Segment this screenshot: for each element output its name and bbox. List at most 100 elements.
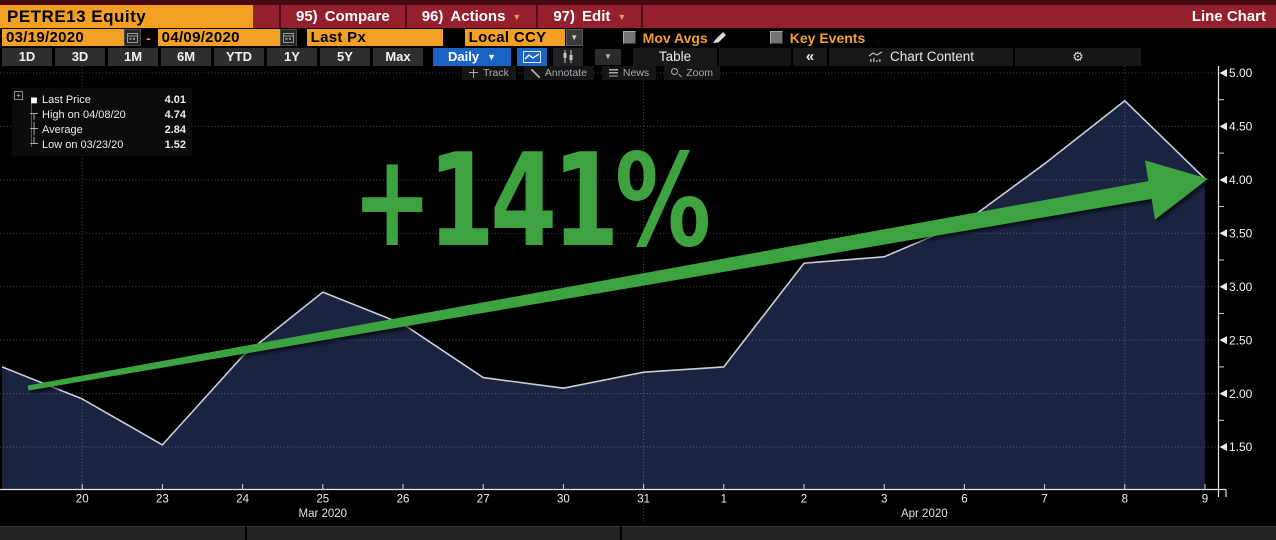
mov-avgs-label[interactable]: Mov Avgs: [642, 29, 708, 46]
legend-row-low[interactable]: ┴ Low on 03/23/20 1.52: [18, 137, 186, 152]
chevron-down-icon: ▼: [487, 51, 496, 62]
svg-text:1: 1: [721, 494, 727, 506]
menu-number: 95): [296, 8, 318, 25]
period-tab-1m[interactable]: 1M: [108, 47, 158, 66]
chart-content-button[interactable]: Chart Content: [829, 47, 1013, 66]
legend-row-high[interactable]: ┬ High on 04/08/20 4.74: [18, 107, 186, 122]
date-to-field[interactable]: 04/09/2020: [157, 29, 280, 46]
chart-settings-panel[interactable]: ⚙: [1015, 47, 1141, 66]
period-tab-6m[interactable]: 6M: [161, 47, 211, 66]
menu-label: Actions: [450, 8, 506, 25]
calendar-icon: [282, 33, 294, 43]
line-chart-type-button[interactable]: [517, 47, 547, 66]
currency-selector[interactable]: Local CCY: [464, 29, 565, 46]
legend-expand-button[interactable]: +: [14, 91, 23, 100]
price-field-selector[interactable]: Last Px: [306, 29, 443, 46]
svg-text:5.00: 5.00: [1229, 66, 1253, 80]
legend-value: 1.52: [164, 138, 186, 151]
zoom-label: Zoom: [686, 67, 714, 79]
svg-text:25: 25: [316, 494, 329, 506]
toolbar-spacer: [719, 47, 791, 66]
svg-text:2.50: 2.50: [1229, 333, 1253, 347]
svg-text:20: 20: [76, 494, 89, 506]
clipped-header-strip: [0, 0, 1276, 5]
menu-bar: 95) Compare 96) Actions ▼ 97) Edit ▼ Lin…: [253, 5, 1276, 28]
date-from-field[interactable]: 03/19/2020: [2, 29, 124, 46]
mov-avgs-checkbox[interactable]: [622, 31, 636, 44]
news-button[interactable]: News: [601, 66, 657, 80]
average-marker-icon: ┼: [30, 123, 38, 135]
title-bar: PETRE13 Equity 95) Compare 96) Actions ▼…: [0, 5, 1276, 28]
zoom-button[interactable]: Zoom: [664, 66, 721, 80]
svg-text:23: 23: [156, 494, 169, 506]
currency-dropdown-button[interactable]: ▼: [565, 29, 583, 46]
security-field[interactable]: PETRE13 Equity: [0, 5, 253, 28]
legend-rail: [31, 103, 32, 147]
period-tab-1y[interactable]: 1Y: [267, 47, 317, 66]
table-button[interactable]: Table: [633, 47, 717, 66]
period-tab-max[interactable]: Max: [373, 47, 423, 66]
menu-actions[interactable]: 96) Actions ▼: [407, 5, 539, 28]
menu-label: Compare: [324, 8, 390, 25]
menu-edit[interactable]: 97) Edit ▼: [538, 5, 644, 28]
svg-text:31: 31: [637, 494, 650, 506]
magnifier-icon: [671, 68, 681, 78]
price-line: [1, 100, 1206, 446]
frequency-dropdown[interactable]: Daily ▼: [433, 47, 511, 66]
low-marker-icon: ┴: [30, 138, 38, 150]
period-toolbar: 1D 3D 1M 6M YTD 1Y 5Y Max Daily ▼ ▼ Tabl…: [0, 47, 1276, 66]
gain-arrow: [27, 160, 1209, 391]
y-axis: 1.50 2.00 2.50 3.00 3.50 4.00 4.50 5.00: [1217, 66, 1253, 497]
menu-number: 96): [421, 8, 444, 25]
annotate-button[interactable]: Annotate: [523, 66, 594, 80]
mov-avgs-edit-button[interactable]: [712, 32, 726, 43]
legend-value: 2.84: [164, 123, 186, 136]
svg-text:26: 26: [397, 494, 410, 506]
status-bar-segment: [622, 526, 1276, 540]
date-range-separator: -: [146, 29, 151, 46]
svg-text:2: 2: [801, 494, 807, 506]
svg-text:6: 6: [961, 494, 967, 506]
period-tab-1d[interactable]: 1D: [2, 47, 52, 66]
date-to-calendar-button[interactable]: [279, 29, 297, 46]
svg-text:7: 7: [1041, 494, 1047, 506]
legend-label: Low on 03/23/20: [42, 138, 124, 151]
svg-text:30: 30: [557, 494, 570, 506]
menu-compare[interactable]: 95) Compare: [279, 5, 407, 28]
candlestick-type-button[interactable]: [553, 47, 583, 66]
legend-row-average[interactable]: ┼ Average 2.84: [18, 122, 186, 137]
svg-text:24: 24: [236, 494, 249, 506]
collapse-button[interactable]: «: [793, 47, 827, 66]
chart-type-dropdown[interactable]: ▼: [595, 48, 621, 65]
candlestick-icon: [563, 50, 573, 63]
legend-value: 4.74: [164, 108, 186, 121]
key-events-checkbox[interactable]: [769, 31, 783, 44]
track-button[interactable]: Track: [462, 66, 516, 80]
svg-text:1.50: 1.50: [1229, 440, 1253, 454]
series-swatch-icon: ■: [30, 92, 38, 107]
period-tab-ytd[interactable]: YTD: [214, 47, 264, 66]
news-label: News: [622, 67, 650, 79]
gain-annotation: +141%: [352, 127, 711, 276]
legend-row-last-price[interactable]: ■ Last Price 4.01: [18, 92, 186, 107]
menu-label: Edit: [582, 8, 611, 25]
date-from-calendar-button[interactable]: [124, 29, 141, 46]
chevron-down-icon: ▼: [512, 11, 522, 22]
legend-panel[interactable]: + ■ Last Price 4.01 ┬ High on 04/08/20 4…: [12, 88, 192, 156]
crosshair-icon: [469, 68, 478, 78]
chart-content-icon: [868, 51, 883, 62]
track-label: Track: [483, 67, 509, 79]
key-events-label[interactable]: Key Events: [789, 29, 866, 46]
svg-text:9: 9: [1202, 494, 1208, 506]
chevron-down-icon: ▼: [570, 33, 579, 42]
svg-text:4.50: 4.50: [1229, 120, 1253, 134]
svg-text:3: 3: [881, 494, 887, 506]
svg-text:27: 27: [477, 494, 490, 506]
period-tab-3d[interactable]: 3D: [55, 47, 105, 66]
area-series: [2, 100, 1205, 490]
high-marker-icon: ┬: [30, 108, 38, 120]
period-tab-5y[interactable]: 5Y: [320, 47, 370, 66]
svg-text:3.50: 3.50: [1229, 227, 1253, 241]
chevron-down-icon: ▼: [617, 11, 627, 22]
